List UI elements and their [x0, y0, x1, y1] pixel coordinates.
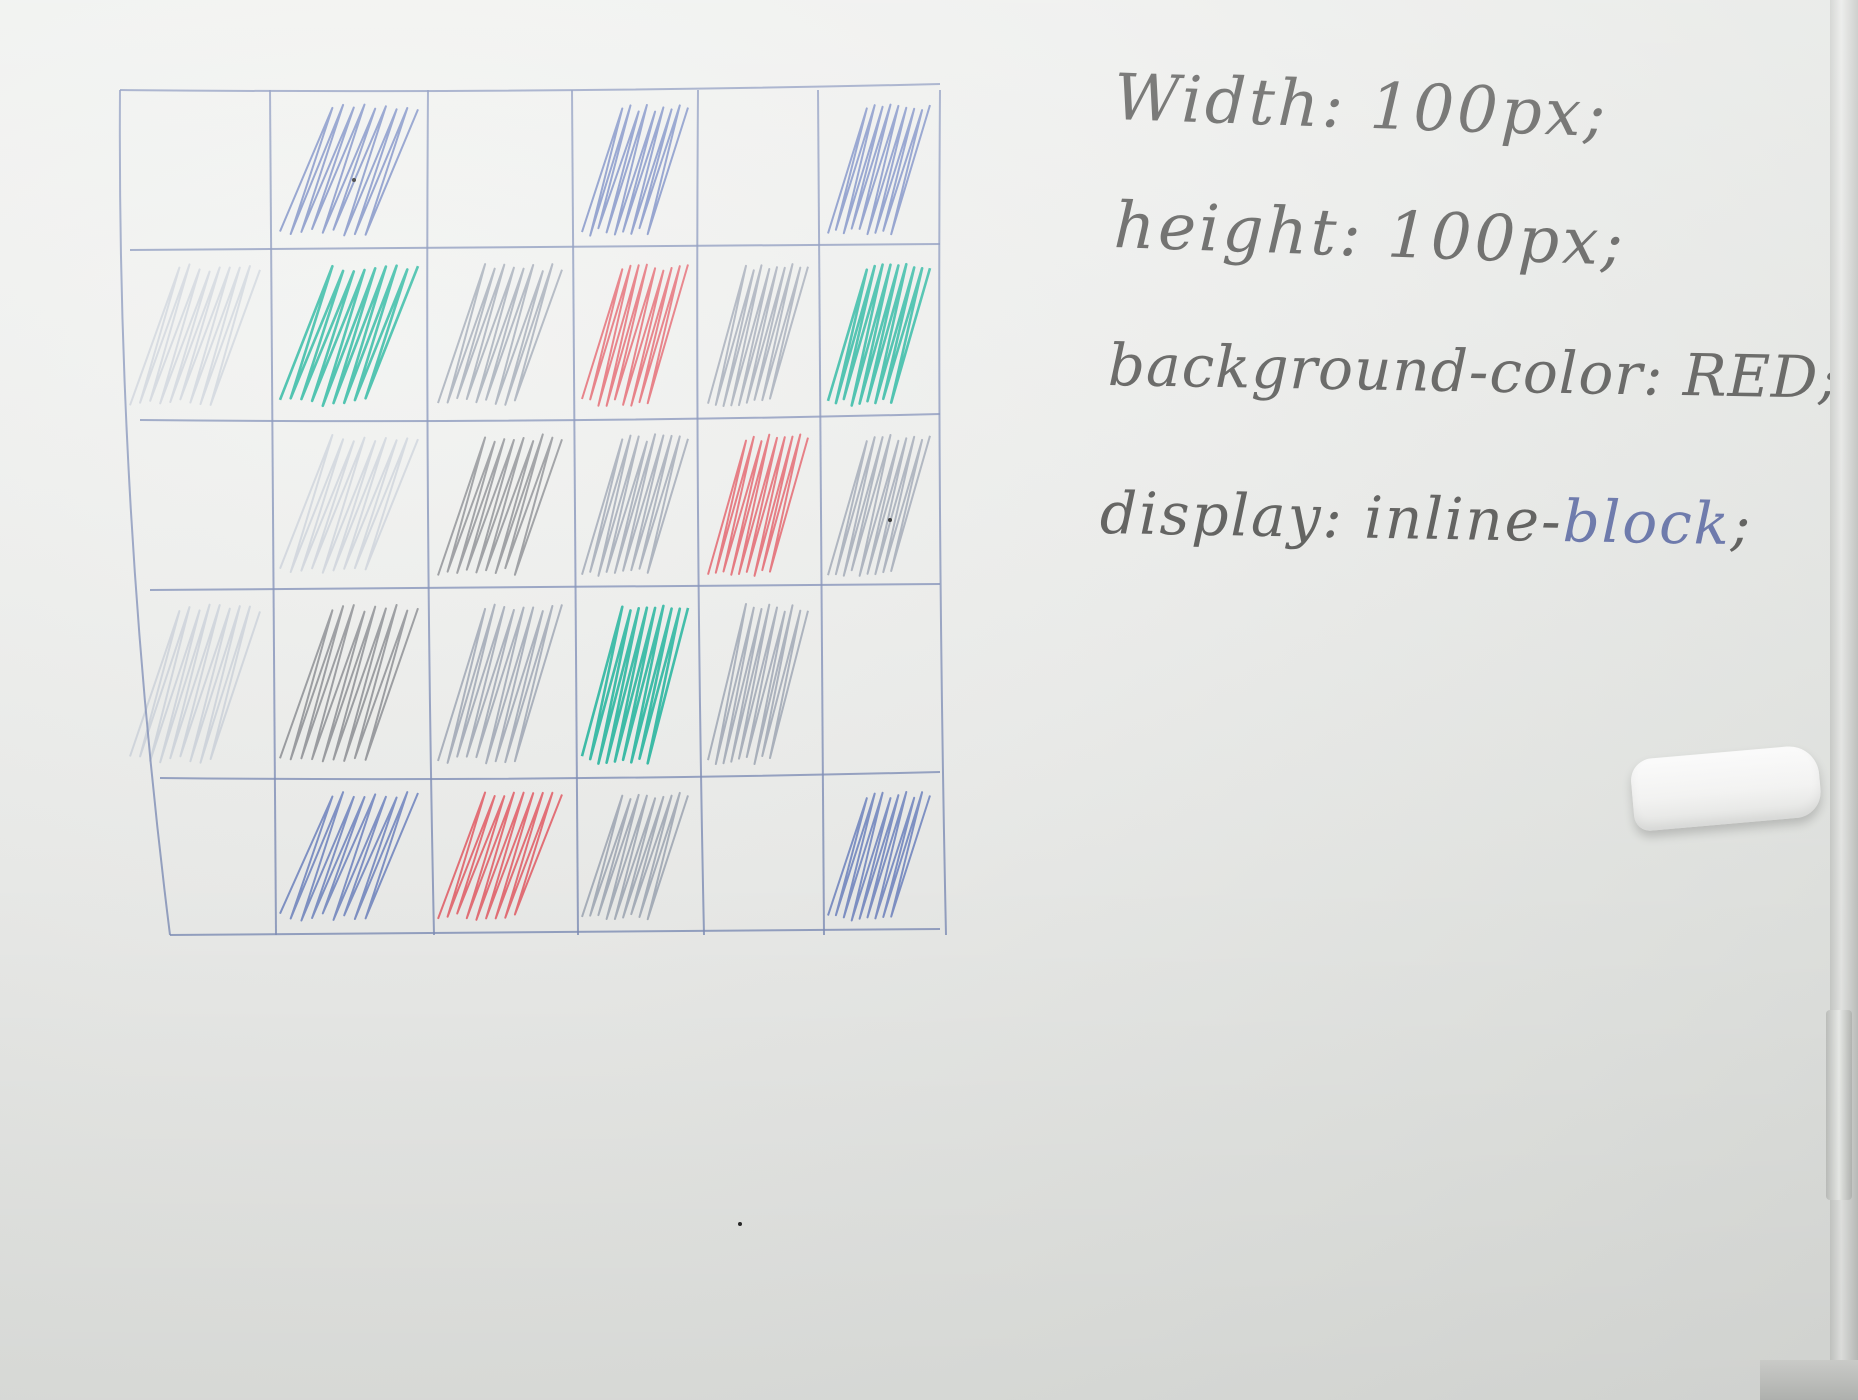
cell-scribble-blue — [581, 104, 689, 237]
cell-scribble-gray — [707, 603, 809, 765]
grid-column-line — [938, 89, 947, 936]
marker-dot — [352, 178, 356, 182]
cell-scribble-gray — [707, 263, 809, 407]
cell-scribble-dark — [279, 604, 419, 763]
cell-scribble-gray — [827, 434, 931, 577]
grid-row-line — [159, 771, 941, 781]
cell-scribble-red — [581, 263, 689, 407]
cell-scribble-green — [826, 262, 932, 407]
grid-row-line — [169, 928, 941, 936]
cell-scribble-gray — [437, 603, 563, 765]
grid-column-line — [696, 89, 705, 936]
cell-scribble-gray — [581, 791, 689, 921]
grid-row-line — [119, 83, 941, 93]
cell-scribble-faint — [129, 263, 261, 406]
grid-column-line — [118, 89, 171, 936]
grid-row-line — [139, 413, 941, 423]
cell-scribble-dark — [437, 433, 563, 576]
note-display-prefix: display: inline- — [1099, 479, 1564, 556]
note-display-suffix: ; — [1730, 490, 1754, 559]
cell-scribble-blue — [827, 791, 931, 922]
marker-dot — [888, 518, 892, 522]
cell-scribble-gray — [581, 433, 689, 577]
board-frame-bottom — [1760, 1360, 1858, 1400]
grid-column-line — [269, 89, 277, 936]
grid-row-line — [149, 583, 941, 591]
cell-scribble-blue — [279, 791, 419, 922]
cell-scribble-faint — [129, 603, 261, 764]
note-display: display: inline-block; — [1099, 479, 1753, 558]
cell-scribble-green — [580, 604, 690, 765]
board-hinge — [1826, 1010, 1852, 1200]
note-display-block: block — [1562, 487, 1732, 559]
grid-column-line — [426, 89, 435, 936]
cell-scribble-gray — [437, 263, 563, 406]
note-height: height: 100px; — [1112, 189, 1628, 281]
cell-scribble-blue — [279, 103, 419, 237]
cell-scribble-red — [437, 791, 563, 921]
grid-row-line — [129, 243, 941, 251]
grid-column-line — [571, 89, 579, 936]
cell-scribble-faint — [279, 434, 419, 574]
grid-column-line — [817, 89, 825, 936]
cell-scribble-red — [707, 433, 809, 577]
cell-scribble-blue — [827, 103, 931, 236]
marker-dot — [738, 1222, 742, 1226]
note-width: Width: 100px; — [1112, 61, 1610, 153]
note-background-color: background-color: RED; — [1107, 331, 1840, 412]
cell-scribble-green — [278, 264, 420, 408]
